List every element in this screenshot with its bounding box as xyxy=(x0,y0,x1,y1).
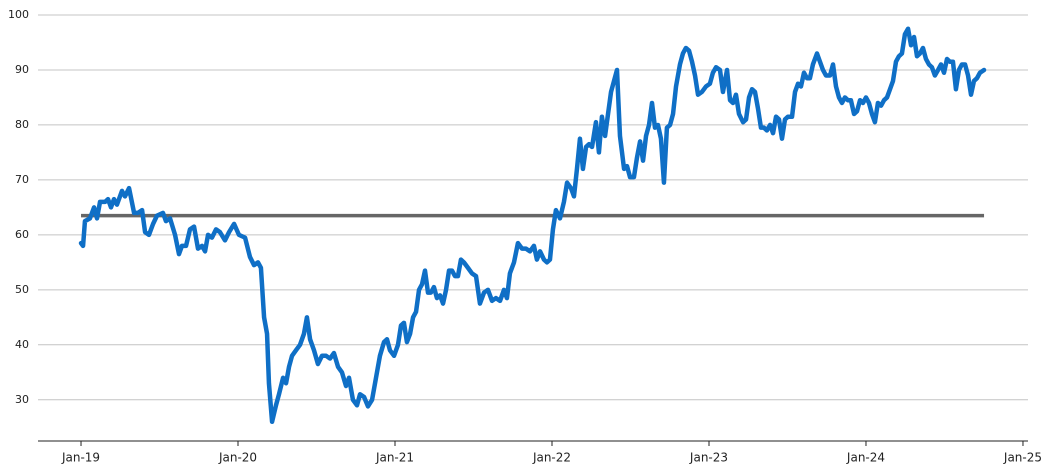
y-tick-label: 100 xyxy=(8,8,29,21)
y-tick-label: 50 xyxy=(15,283,29,296)
x-tick-label: Jan-25 xyxy=(1003,451,1042,465)
y-tick-label: 80 xyxy=(15,118,29,131)
data-line xyxy=(78,26,987,425)
x-tick-label: Jan-22 xyxy=(532,451,571,465)
x-tick-label: Jan-21 xyxy=(375,451,414,465)
y-tick-label: 70 xyxy=(15,173,29,186)
x-tick-label: Jan-23 xyxy=(689,451,728,465)
y-tick-label: 40 xyxy=(15,338,29,351)
x-tick-label: Jan-24 xyxy=(846,451,885,465)
y-tick-label: 90 xyxy=(15,63,29,76)
y-tick-label: 30 xyxy=(15,393,29,406)
x-tick-label: Jan-19 xyxy=(61,451,100,465)
x-tick-label: Jan-20 xyxy=(218,451,257,465)
y-tick-label: 60 xyxy=(15,228,29,241)
